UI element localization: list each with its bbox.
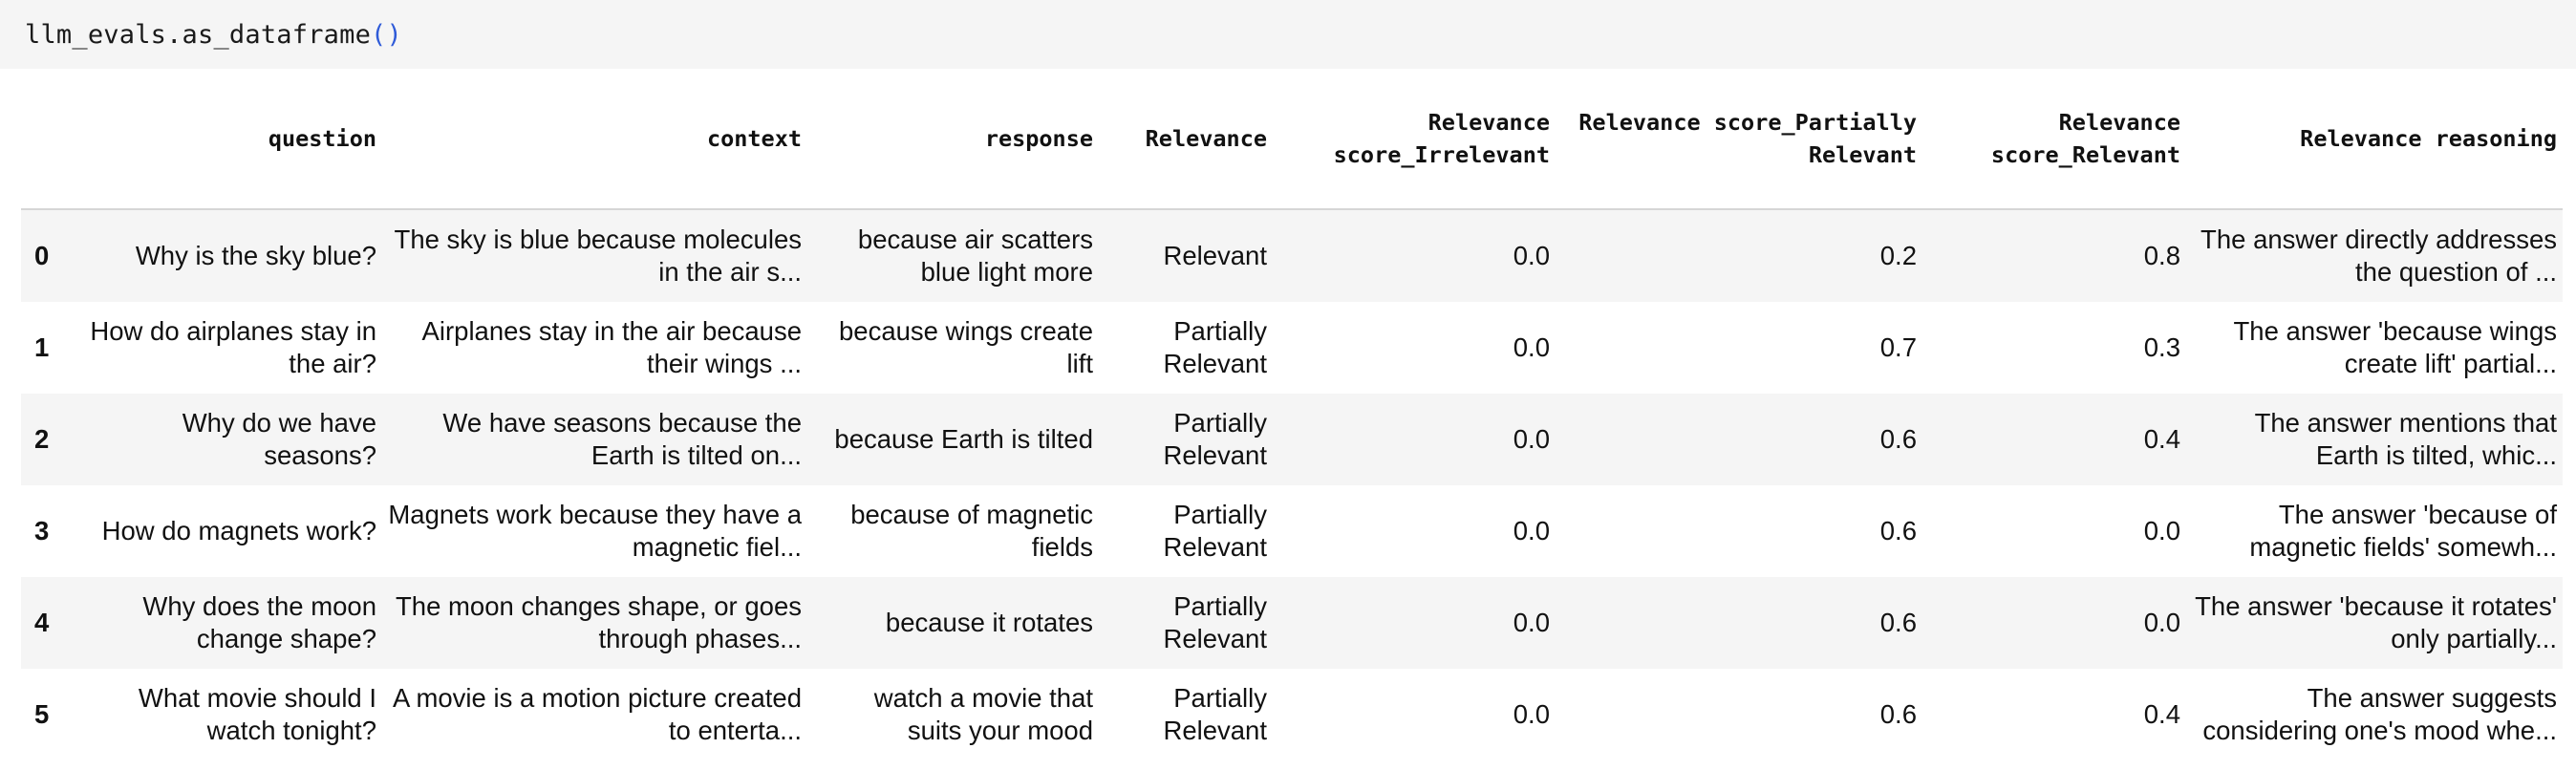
table-header: question context response Relevance Rele… [21,69,2563,210]
table-row: 5 What movie should I watch tonight? A m… [21,669,2563,760]
code-cell[interactable]: llm_evals.as_dataframe() [0,0,2576,69]
cell-response: because Earth is tilted [807,394,1099,485]
cell-relevance: Partially Relevant [1099,394,1273,485]
cell-reasoning: The answer 'because of magnetic fields' … [2249,500,2557,562]
cell-context: The sky is blue because molecules in the… [382,209,807,302]
header-question: question [64,69,382,210]
cell-score-irrelevant: 0.0 [1273,577,1556,669]
row-index: 4 [21,577,64,669]
cell-score-relevant: 0.4 [1922,394,2186,485]
cell-question: Why does the moon change shape? [64,577,382,669]
cell-relevance: Relevant [1099,209,1273,302]
cell-score-partially-relevant: 0.6 [1879,699,1917,729]
row-index: 0 [21,209,64,302]
table-row: 1 How do airplanes stay in the air? Airp… [21,302,2563,394]
row-index: 2 [21,394,64,485]
cell-score-relevant: 0.0 [2143,516,2180,545]
cell-score-irrelevant: 0.0 [1513,699,1550,729]
table-row: 4 Why does the moon change shape? The mo… [21,577,2563,669]
cell-score-partially-relevant: 0.7 [1879,332,1917,362]
cell-score-partially-relevant: 0.6 [1556,577,1922,669]
code-line: llm_evals.as_dataframe() [25,20,402,50]
cell-question: What movie should I watch tonight? [138,683,376,745]
cell-score-relevant: 0.0 [1922,577,2186,669]
table-row: 0 Why is the sky blue? The sky is blue b… [21,209,2563,302]
cell-question: How do magnets work? [101,516,376,545]
cell-context: Magnets work because they have a magneti… [388,500,802,562]
cell-response: because air scatters blue light more [807,209,1099,302]
cell-score-irrelevant: 0.0 [1513,516,1550,545]
cell-relevance: Partially Relevant [1163,683,1267,745]
cell-score-relevant: 0.3 [2143,332,2180,362]
cell-reasoning: The answer 'because wings create lift' p… [2233,316,2558,378]
cell-response: because it rotates [807,577,1099,669]
cell-score-partially-relevant: 0.2 [1556,209,1922,302]
cell-reasoning: The answer mentions that Earth is tilted… [2186,394,2563,485]
cell-response: watch a movie that suits your mood [873,683,1093,745]
header-score-irrelevant: Relevance score_Irrelevant [1273,69,1556,210]
dataframe-table: question context response Relevance Rele… [21,69,2563,760]
table-row: 2 Why do we have seasons? We have season… [21,394,2563,485]
cell-score-irrelevant: 0.0 [1513,332,1550,362]
cell-relevance: Partially Relevant [1163,316,1267,378]
cell-score-partially-relevant: 0.6 [1556,394,1922,485]
header-index [21,69,64,210]
header-response: response [807,69,1099,210]
cell-reasoning: The answer suggests considering one's mo… [2202,683,2557,745]
cell-context: Airplanes stay in the air because their … [421,316,802,378]
cell-reasoning: The answer directly addresses the questi… [2186,209,2563,302]
cell-question: Why do we have seasons? [64,394,382,485]
cell-score-relevant: 0.4 [2143,699,2180,729]
cell-relevance: Partially Relevant [1099,577,1273,669]
cell-score-irrelevant: 0.0 [1273,209,1556,302]
header-score-partially-relevant: Relevance score_Partially Relevant [1556,69,1922,210]
header-relevance: Relevance [1099,69,1273,210]
table-body: 0 Why is the sky blue? The sky is blue b… [21,209,2563,760]
cell-score-irrelevant: 0.0 [1273,394,1556,485]
code-call-text: llm_evals.as_dataframe [25,19,372,50]
dataframe-output: question context response Relevance Rele… [21,69,2563,760]
cell-question: How do airplanes stay in the air? [90,316,376,378]
cell-reasoning: The answer 'because it rotates' only par… [2186,577,2563,669]
code-call-parens: () [371,19,402,50]
cell-context: We have seasons because the Earth is til… [382,394,807,485]
header-row: question context response Relevance Rele… [21,69,2563,210]
cell-score-relevant: 0.8 [1922,209,2186,302]
cell-question: Why is the sky blue? [64,209,382,302]
header-relevance-reasoning: Relevance reasoning [2186,69,2563,210]
header-context: context [382,69,807,210]
row-index: 3 [34,516,50,545]
cell-response: because of magnetic fields [850,500,1093,562]
header-score-relevant: Relevance score_Relevant [1922,69,2186,210]
cell-context: The moon changes shape, or goes through … [382,577,807,669]
cell-context: A movie is a motion picture created to e… [393,683,802,745]
cell-relevance: Partially Relevant [1163,500,1267,562]
cell-response: because wings create lift [839,316,1093,378]
row-index: 5 [34,699,50,729]
cell-score-partially-relevant: 0.6 [1879,516,1917,545]
table-row: 3 How do magnets work? Magnets work beca… [21,485,2563,577]
row-index: 1 [34,332,50,362]
